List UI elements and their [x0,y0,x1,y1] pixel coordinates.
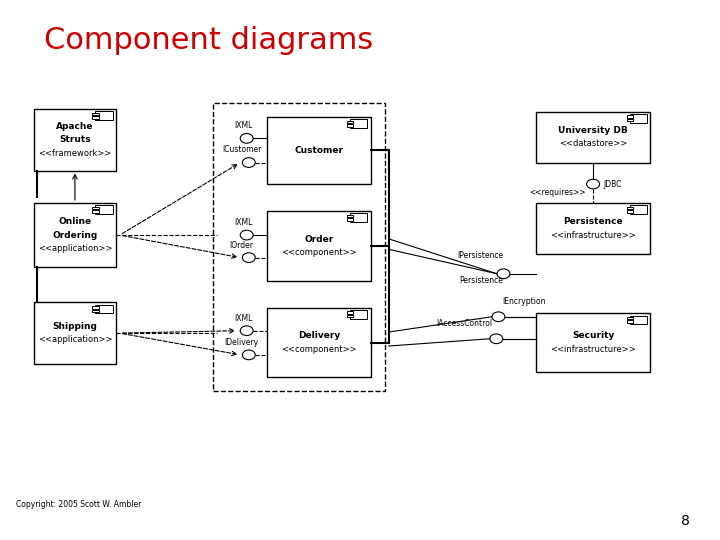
Text: Online: Online [58,217,91,226]
Text: IDelivery: IDelivery [225,338,258,347]
Bar [350,310,367,319]
Bar [92,116,99,119]
Bar [34,203,116,267]
Bar [96,305,113,313]
Bar [347,312,354,314]
Text: Security: Security [572,332,614,340]
Bar [630,205,647,214]
Bar [92,306,99,309]
Text: <<component>>: <<component>> [281,248,356,257]
Text: Apache: Apache [56,122,94,131]
Text: Struts: Struts [59,135,91,144]
Bar [92,207,99,210]
Bar [626,317,633,320]
Bar [267,117,371,184]
Bar [92,309,99,312]
Text: Shipping: Shipping [53,322,97,331]
Bar [347,121,354,123]
Text: Customer: Customer [294,146,343,155]
Bar [626,119,633,122]
Bar [267,308,371,377]
Bar [536,112,650,163]
Text: <<infrastructure>>: <<infrastructure>> [550,345,636,354]
Bar [347,315,354,318]
Text: Component diagrams: Component diagrams [45,25,374,55]
Text: Copyright: 2005 Scott W. Ambler: Copyright: 2005 Scott W. Ambler [16,500,141,509]
Bar [626,207,633,210]
Bar [96,111,113,120]
Text: <<application>>: <<application>> [37,244,112,253]
Text: JDBC: JDBC [604,179,622,188]
Text: IOrder: IOrder [230,241,253,249]
Bar [34,109,116,171]
Text: Persistence: Persistence [563,217,623,226]
Bar [92,113,99,115]
Bar [96,205,113,214]
Text: University DB: University DB [558,126,628,135]
Bar [267,211,371,281]
Bar [630,114,647,123]
Bar [34,302,116,364]
Bar [347,218,354,221]
Bar [536,313,650,372]
Text: Persistence: Persistence [459,276,503,286]
Text: 8: 8 [681,514,690,528]
Bar [626,210,633,213]
Text: <<application>>: <<application>> [37,335,112,345]
Bar [536,203,650,254]
Text: ICustomer: ICustomer [222,145,261,154]
Text: IEncryption: IEncryption [502,297,546,306]
Text: <<requires>>: <<requires>> [529,187,586,197]
Bar [350,119,367,128]
Bar [347,215,354,218]
Text: IAccessControl: IAccessControl [436,319,492,328]
Bar [630,315,647,324]
Text: IPersistence: IPersistence [457,251,503,260]
Bar [626,320,633,323]
Text: <<infrastructure>>: <<infrastructure>> [550,231,636,240]
Bar [213,104,385,391]
Bar [350,213,367,222]
Text: Order: Order [304,234,333,244]
Bar [626,116,633,118]
Text: <<component>>: <<component>> [281,345,356,354]
Bar [347,124,354,127]
Text: Delivery: Delivery [297,332,340,340]
Text: IXML: IXML [234,122,252,130]
Text: <<datastore>>: <<datastore>> [559,139,627,148]
Text: Ordering: Ordering [53,231,97,240]
Text: <<framework>>: <<framework>> [38,148,112,158]
Text: IXML: IXML [234,314,252,322]
Text: IXML: IXML [234,218,252,227]
Bar [92,210,99,213]
